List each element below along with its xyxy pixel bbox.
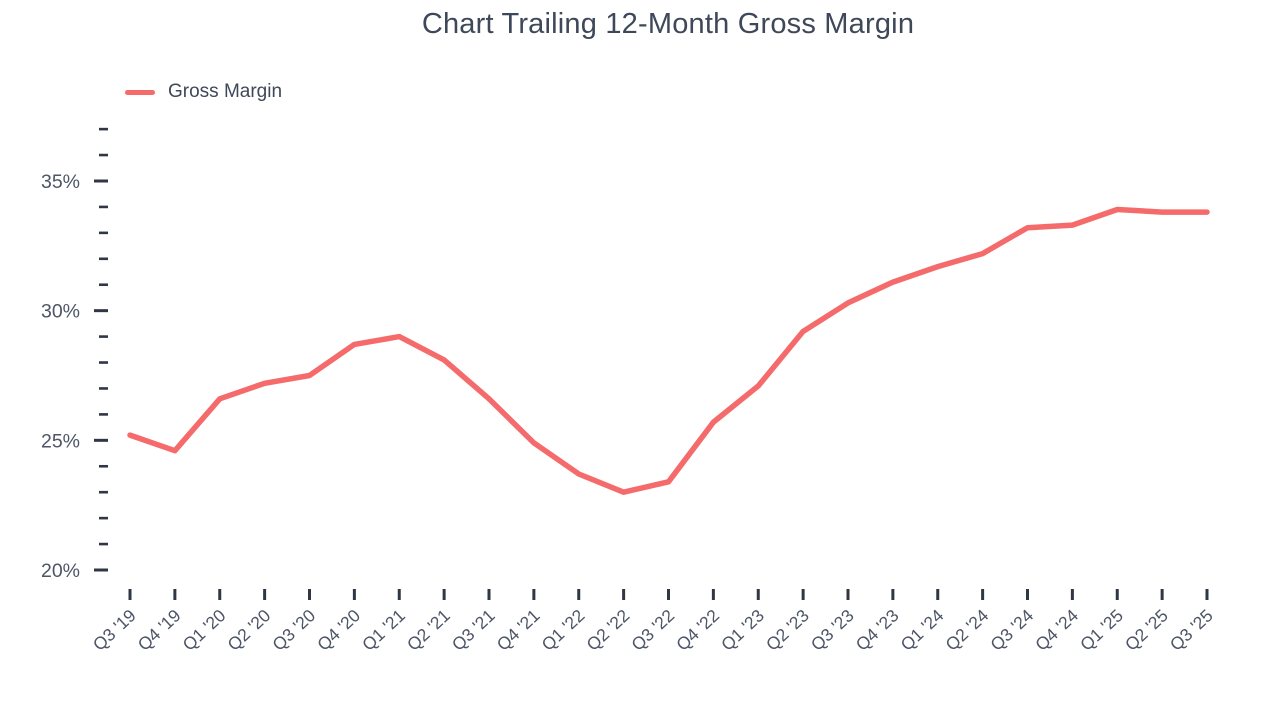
x-axis-tick-label: Q2 '21 xyxy=(403,605,454,654)
x-axis-tick-label: Q2 '20 xyxy=(223,605,274,655)
x-axis-tick-label: Q2 '22 xyxy=(582,605,633,654)
x-axis-tick-label: Q4 '24 xyxy=(1031,605,1082,655)
x-axis-tick-label: Q4 '19 xyxy=(134,605,185,654)
x-axis-tick-label: Q4 '22 xyxy=(672,605,723,654)
legend-label: Gross Margin xyxy=(168,81,283,102)
x-axis-tick-label: Q2 '25 xyxy=(1121,605,1172,654)
y-axis-tick-label: 25% xyxy=(41,430,80,452)
x-axis-tick-label: Q1 '25 xyxy=(1076,605,1127,654)
x-axis-tick-label: Q3 '24 xyxy=(986,605,1037,655)
x-axis-tick-label: Q3 '19 xyxy=(89,605,140,654)
x-axis-tick-label: Q3 '23 xyxy=(807,605,858,654)
x-axis-tick-label: Q3 '21 xyxy=(448,605,499,654)
x-axis-tick-label: Q1 '24 xyxy=(897,605,948,655)
x-axis-tick-label: Q2 '23 xyxy=(762,605,813,654)
x-axis-tick-label: Q4 '20 xyxy=(313,605,364,655)
legend-item-gross-margin[interactable]: Gross Margin xyxy=(125,80,282,104)
x-axis-tick-label: Q1 '22 xyxy=(538,605,589,654)
y-axis-tick-label: 20% xyxy=(41,560,80,582)
gross-margin-series-line xyxy=(127,206,1210,495)
x-axis-tick-label: Q1 '21 xyxy=(358,605,409,654)
y-axis-tick-label: 35% xyxy=(41,171,80,193)
x-axis-tick-label: Q4 '21 xyxy=(493,605,544,654)
x-axis-tick-label: Q2 '24 xyxy=(941,605,992,655)
x-axis-tick-label: Q1 '23 xyxy=(717,605,768,654)
x-axis-tick-label: Q3 '20 xyxy=(268,605,319,655)
x-axis-tick-label: Q3 '22 xyxy=(627,605,678,654)
x-axis-tick-label: Q4 '23 xyxy=(852,605,903,654)
legend-line-swatch xyxy=(125,89,155,95)
x-axis-tick-label: Q1 '20 xyxy=(179,605,230,655)
chart-title: Chart Trailing 12-Month Gross Margin xyxy=(421,8,915,40)
x-axis-tick-label: Q3 '25 xyxy=(1166,605,1217,654)
y-axis-tick-label: 30% xyxy=(41,301,80,323)
